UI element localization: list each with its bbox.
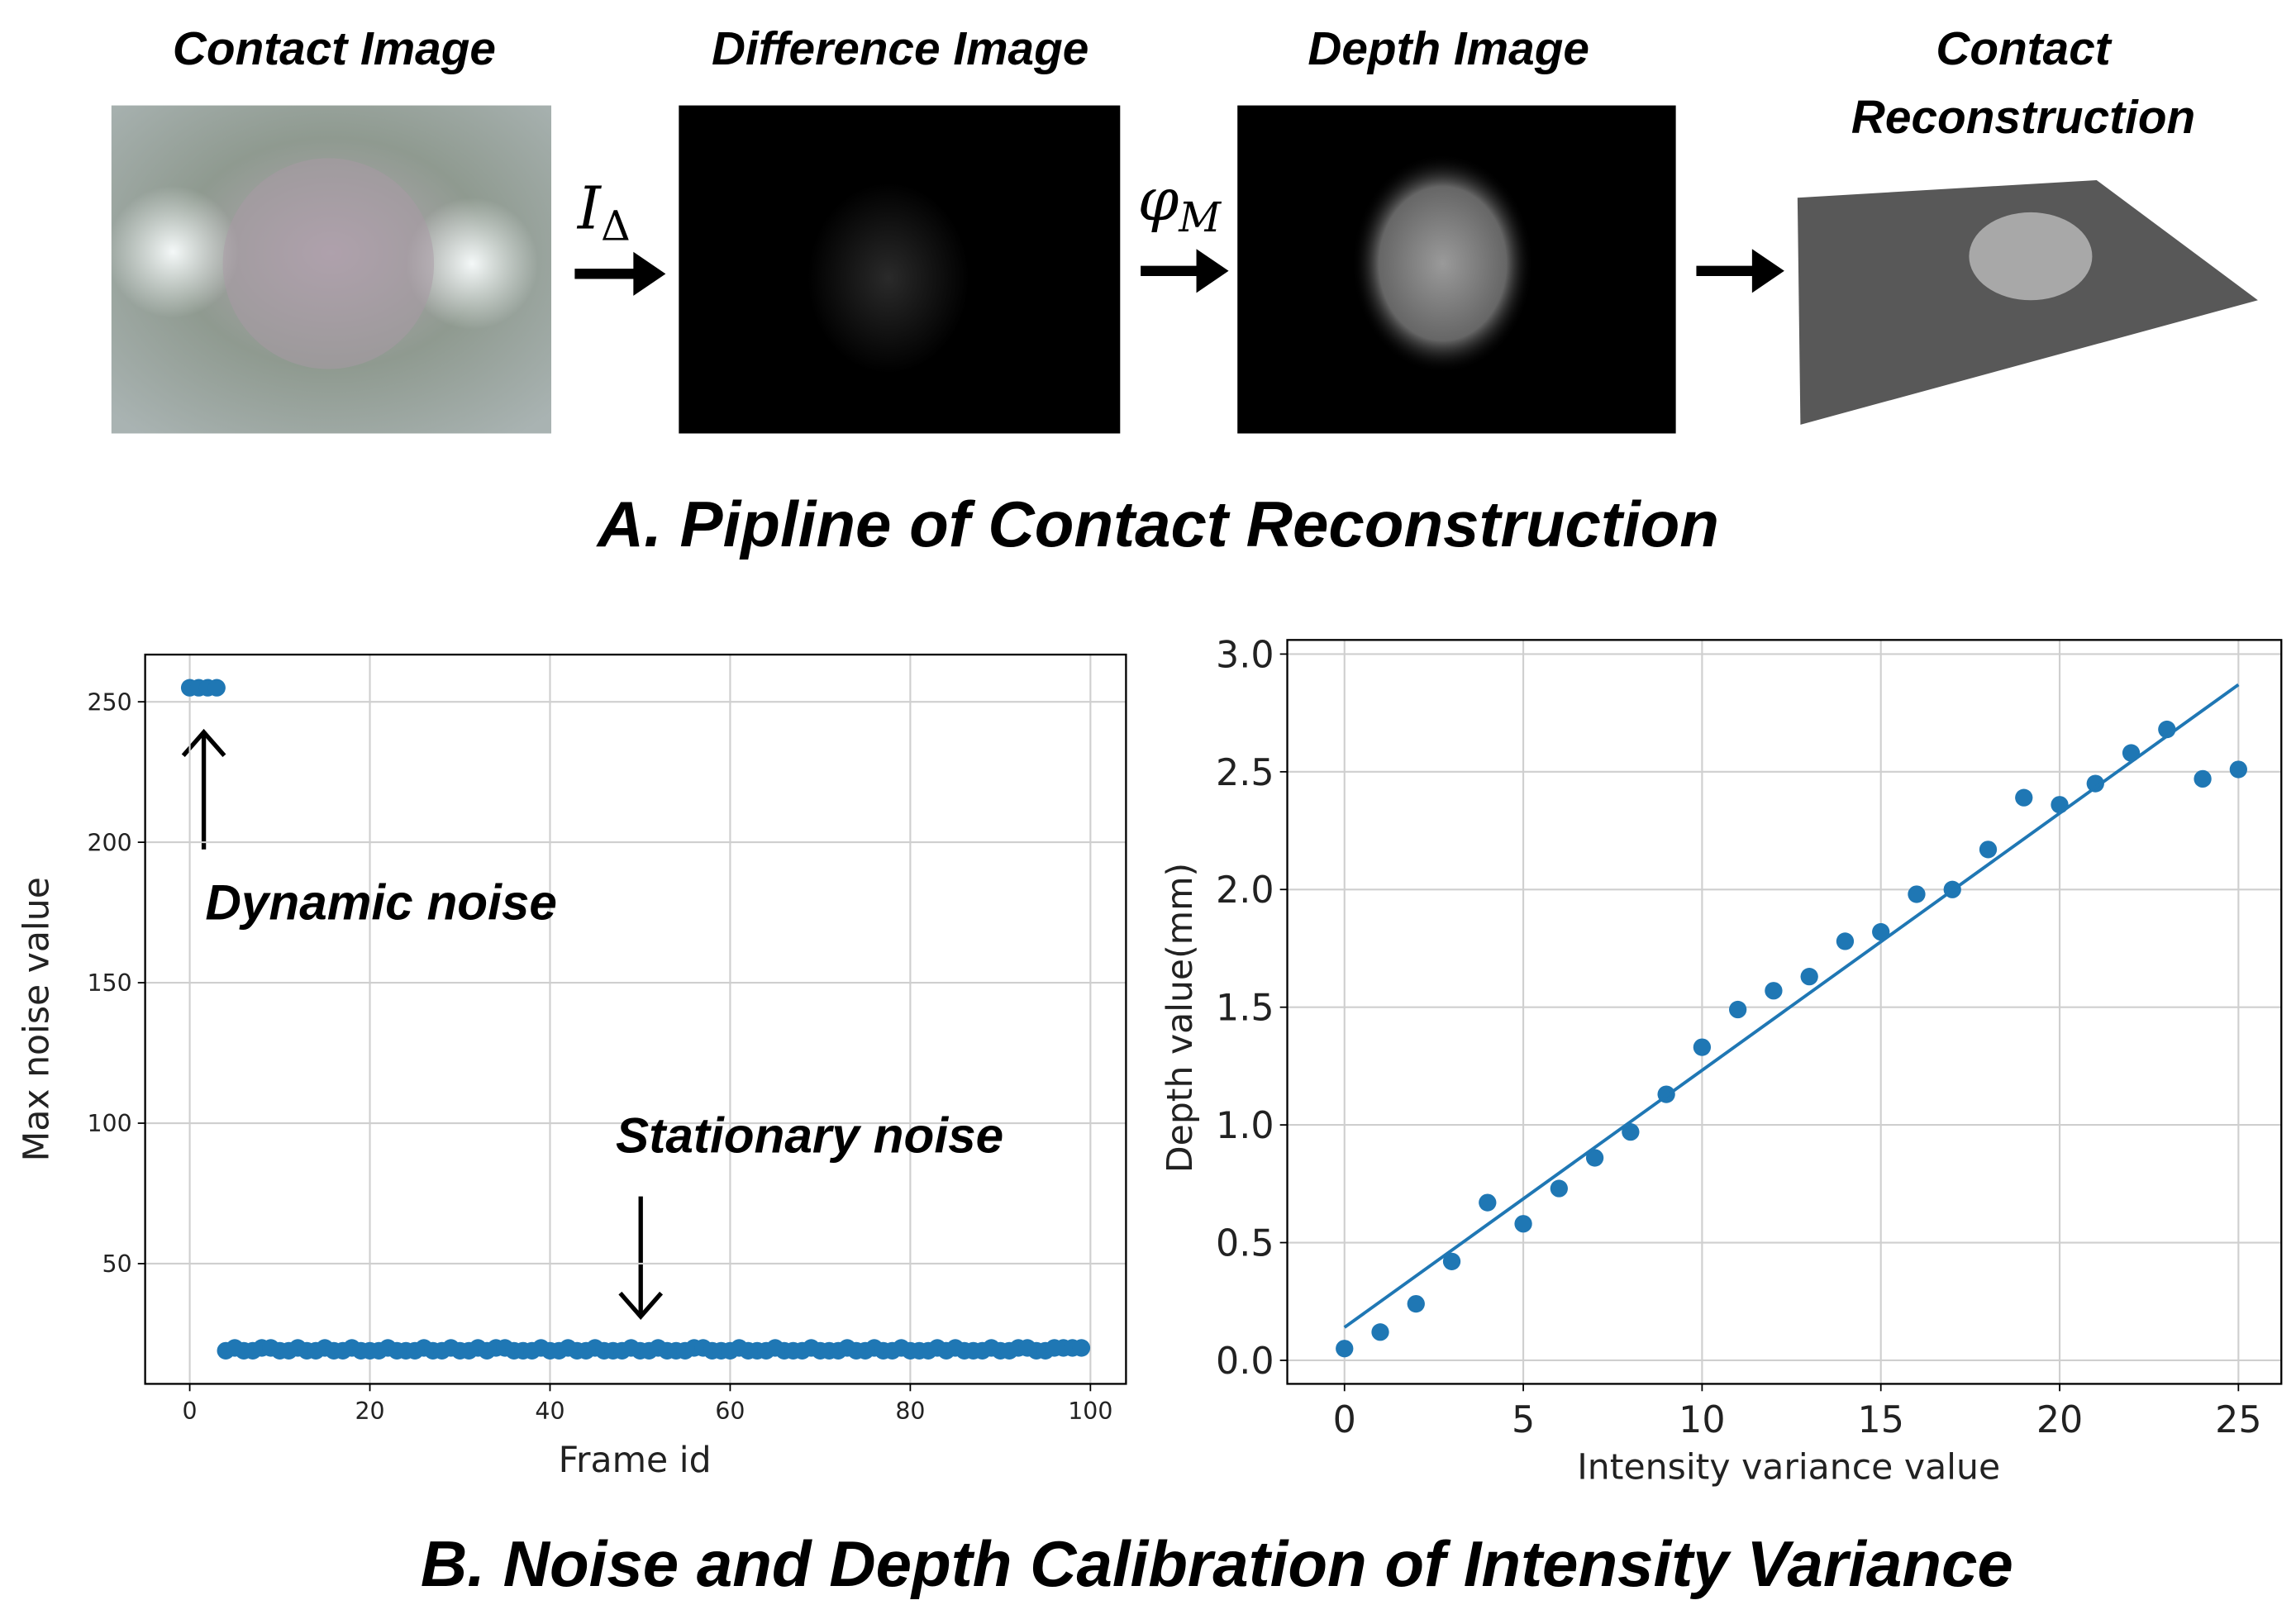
- y-tick-label: 250: [87, 688, 131, 716]
- operator: φM: [1138, 165, 1222, 241]
- point: [1479, 1193, 1497, 1212]
- plot-frame: [1286, 639, 2283, 1385]
- operator-symbol: φ: [1138, 165, 1179, 234]
- y-axis-label: Max noise value: [17, 877, 58, 1161]
- pipeline-arrows: [574, 249, 1784, 296]
- x-axis-label: Intensity variance value: [1577, 1448, 2000, 1488]
- y-tick-label: 1.0: [1216, 1105, 1274, 1147]
- x-tick-label: 80: [895, 1398, 925, 1425]
- y-tick-label: 50: [102, 1250, 132, 1278]
- fit-line: [1343, 683, 2240, 1329]
- y-axis-label: Depth value(mm): [1160, 863, 1201, 1173]
- image-title: Contact: [1936, 23, 2112, 75]
- point: [2229, 760, 2247, 779]
- point: [1800, 968, 1818, 986]
- x-tick-label: 10: [1679, 1399, 1725, 1441]
- y-tick-label: 0.5: [1216, 1223, 1274, 1265]
- point: [1336, 1340, 1354, 1358]
- image-title: Reconstruction: [1851, 92, 2195, 144]
- operator-sub: M: [1178, 193, 1222, 241]
- point: [1729, 1000, 1747, 1019]
- point: [1622, 1123, 1640, 1141]
- point: [1585, 1149, 1604, 1167]
- y-tick-label: 1.5: [1216, 988, 1274, 1030]
- difference-image: [679, 105, 1121, 434]
- point: [2194, 769, 2212, 788]
- point: [1979, 841, 1998, 859]
- point: [1550, 1179, 1568, 1198]
- image-title: Contact Image: [173, 23, 496, 75]
- plot-frame: [144, 653, 1127, 1385]
- x-tick-label: 60: [715, 1398, 745, 1425]
- point: [1872, 922, 1890, 941]
- x-tick-label: 100: [1068, 1398, 1112, 1425]
- operator-symbol: I: [576, 174, 603, 242]
- x-tick-label: 25: [2215, 1399, 2261, 1441]
- x-tick-label: 20: [355, 1398, 384, 1425]
- x-tick-label: 0: [1333, 1399, 1356, 1441]
- image-title: Difference Image: [712, 23, 1088, 75]
- y-tick-label: 2.0: [1216, 869, 1274, 912]
- contact-reconstruction-image: [1797, 179, 2258, 425]
- point: [1908, 885, 1926, 903]
- point: [1765, 982, 1783, 1000]
- y-tick-label: 2.5: [1216, 752, 1274, 794]
- point: [2051, 796, 2069, 814]
- y-tick-label: 150: [87, 969, 131, 997]
- operator-sub: Δ: [601, 202, 631, 250]
- point: [1371, 1323, 1389, 1341]
- point: [2086, 774, 2104, 793]
- y-tick-label: 0.0: [1216, 1341, 1274, 1383]
- point: [1514, 1215, 1532, 1233]
- point: [1442, 1252, 1461, 1270]
- x-tick-label: 15: [1857, 1399, 1903, 1441]
- depth-image: [1237, 105, 1676, 434]
- x-tick-label: 20: [2036, 1399, 2083, 1441]
- caption: B. Noise and Depth Calibration of Intens…: [421, 1527, 2013, 1600]
- point: [1693, 1038, 1712, 1056]
- annotation: Stationary noise: [616, 1107, 1003, 1164]
- point: [2015, 788, 2033, 807]
- operator: IΔ: [576, 174, 631, 250]
- point: [1407, 1294, 1425, 1313]
- y-tick-label: 3.0: [1216, 634, 1274, 676]
- x-tick-label: 40: [535, 1398, 564, 1425]
- point: [1836, 932, 1855, 950]
- image-title: Depth Image: [1308, 23, 1589, 75]
- annotation: Dynamic noise: [205, 874, 557, 931]
- x-axis-label: Frame id: [559, 1441, 712, 1481]
- annotation-arrows: [181, 728, 664, 1320]
- y-tick-label: 100: [87, 1110, 131, 1137]
- contact-image: [107, 105, 552, 434]
- x-tick-label: 0: [183, 1398, 198, 1425]
- point: [207, 679, 226, 697]
- y-tick-label: 200: [87, 829, 131, 856]
- point: [1072, 1339, 1091, 1357]
- x-tick-label: 5: [1512, 1399, 1535, 1441]
- caption: A. Pipline of Contact Reconstruction: [596, 488, 1719, 560]
